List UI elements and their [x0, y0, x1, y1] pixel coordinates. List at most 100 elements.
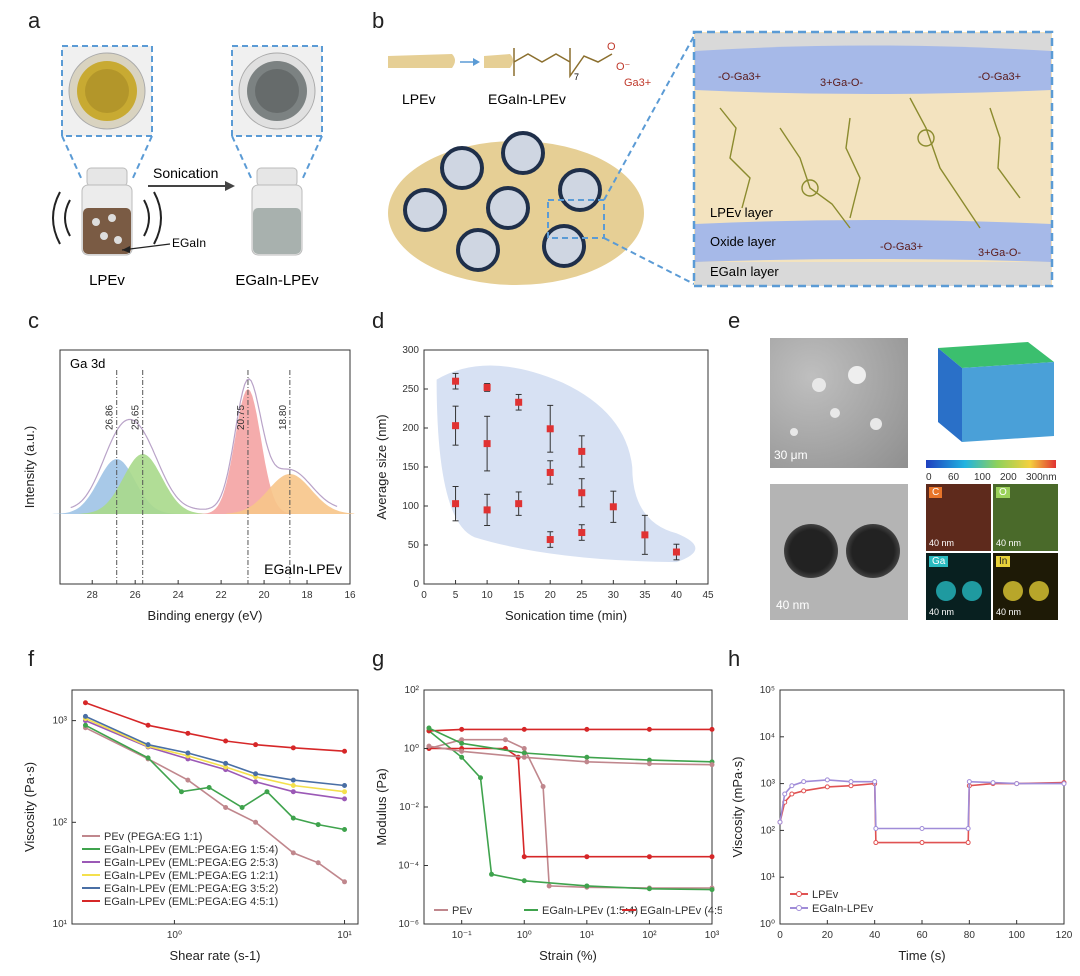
series-marker [290, 745, 296, 751]
series-marker [82, 713, 88, 719]
afm-3d-map [928, 338, 1058, 448]
x-tick-label: 20 [259, 590, 271, 601]
series-marker [459, 748, 465, 754]
series-marker [521, 854, 527, 860]
series-marker [185, 730, 191, 736]
legend-label: EGaIn-LPEv (4:5:1) [640, 905, 722, 917]
peak-label: 25.65 [131, 405, 142, 430]
series-marker [459, 740, 465, 746]
series-marker [873, 825, 879, 831]
ion-label: -O-Ga3+ [718, 71, 761, 83]
zoom-panel-border [692, 30, 1054, 288]
x-tick-label: 20 [822, 930, 834, 941]
x-tick-label: 24 [173, 590, 185, 601]
legend-label: EGaIn-LPEv (1:5:4) [542, 905, 638, 917]
data-point [546, 536, 554, 544]
series-marker [145, 722, 151, 728]
vial-cap [256, 167, 298, 187]
x-tick-label: 15 [513, 590, 525, 601]
tem-particle [784, 524, 838, 578]
sem-particle [830, 408, 840, 418]
series-marker [521, 746, 527, 751]
series-marker [290, 850, 296, 856]
y-tick-label: 10¹ [53, 919, 68, 930]
x-axis-label: Strain (%) [539, 948, 597, 963]
data-point [578, 447, 586, 455]
series-marker [540, 784, 546, 790]
tem-scale-label: 40 nm [776, 598, 810, 612]
data-point [515, 398, 523, 406]
x-tick-label: 0 [421, 590, 427, 601]
ga-signal-spot [962, 581, 982, 601]
panel-label-f: f [28, 646, 35, 671]
series-marker [546, 883, 552, 889]
legend-marker [796, 891, 802, 897]
element-tag: In [996, 556, 1011, 567]
series-marker [223, 804, 229, 810]
funnel-line [61, 135, 83, 181]
panel-b-figure: 7 O O⁻ Ga3+ LPEv EGaIn-LPEv -O-Ga3+ 3+Ga… [388, 30, 1054, 288]
b-lpev-label: LPEv [402, 91, 435, 107]
series-marker [342, 789, 348, 795]
egain-droplet [92, 218, 100, 226]
x-tick-label: 28 [87, 590, 99, 601]
modulus-strain-chart: Strain (%) Modulus (Pa) 10⁻¹ 10⁰ 10¹ 10² 10³ 10… [374, 685, 722, 963]
panel-label-d: d [372, 308, 385, 333]
egain-pointer-head [122, 246, 130, 253]
polymer-chain [845, 117, 861, 219]
afm-colorbar: 0 60 100 200 300nm [926, 460, 1057, 483]
egain-particle [542, 224, 586, 268]
sem-particle [870, 418, 882, 430]
y-tick-label: 100 [402, 501, 419, 512]
series-marker [253, 779, 259, 785]
x-tick-label: 40 [671, 590, 683, 601]
data-point [483, 383, 491, 391]
funnel-line [301, 135, 323, 181]
series-marker [342, 748, 348, 754]
chart-title: Ga 3d [70, 356, 105, 371]
oxide-band-top [695, 45, 1051, 94]
y-tick-label: 10⁻⁶ [398, 919, 419, 930]
sonication-arrow-head [225, 181, 235, 191]
series-marker [459, 726, 465, 732]
map-scale: 40 nm [929, 538, 955, 548]
series-marker [342, 796, 348, 802]
data-point [483, 506, 491, 514]
series-marker [290, 789, 296, 795]
element-tag: O [996, 487, 1010, 498]
sound-wave-icon [52, 191, 61, 245]
series-marker [789, 783, 795, 789]
data-point [483, 440, 491, 448]
lpev-layer-label: LPEv layer [710, 205, 774, 220]
sound-wave-icon [64, 199, 71, 237]
egain-particle [486, 186, 530, 230]
sem-image: 30 μm [770, 338, 908, 468]
y-tick-label: 10⁻⁴ [398, 861, 419, 872]
panel-a-figure: EGaIn Sonication LPEv EGaIn-LPEv [52, 45, 323, 289]
y-tick-label: 10⁻² [399, 802, 419, 813]
egain-droplet [108, 214, 116, 222]
legend-label: EGaIn-LPEv (EML:PEGA:EG 1:5:4) [104, 844, 278, 856]
legend-label: LPEv [812, 889, 839, 901]
x-tick-label: 10¹ [580, 930, 595, 941]
x-axis-label: Sonication time (min) [505, 608, 627, 623]
lpev-chain-icon [388, 54, 455, 68]
egain-band-top [695, 33, 1051, 51]
series-marker [709, 726, 715, 732]
series-marker [253, 771, 259, 777]
polymer-chain [719, 107, 751, 209]
y-tick-label: 0 [413, 579, 419, 590]
vial-cap [86, 167, 128, 187]
series-marker [315, 860, 321, 866]
egain-band-bottom [695, 262, 1051, 286]
series-line [428, 730, 713, 891]
legend-label: EGaIn-LPEv (EML:PEGA:EG 4:5:1) [104, 896, 278, 908]
series-marker [426, 743, 432, 749]
afm-top-face [938, 342, 1054, 368]
panel-label-b: b [372, 8, 385, 33]
vial-right-liquid [253, 208, 301, 254]
oxide-band-bottom [695, 220, 1051, 262]
sound-wave-icon [153, 191, 162, 245]
series-marker [82, 700, 88, 706]
series-marker [290, 777, 296, 783]
